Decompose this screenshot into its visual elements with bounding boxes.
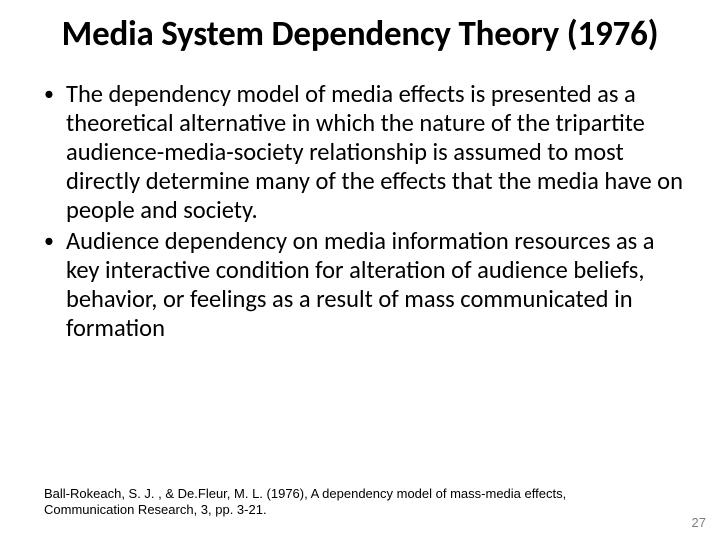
bullet-text: The dependency model of media effects is… (66, 80, 688, 225)
slide-title: Media System Dependency Theory (1976) (32, 14, 688, 54)
bullet-marker-icon: • (44, 227, 66, 343)
bullet-marker-icon: • (44, 80, 66, 225)
citation-text: Ball-Rokeach, S. J. , & De.Fleur, M. L. … (44, 486, 604, 519)
bullet-text: Audience dependency on media information… (66, 227, 688, 343)
slide-body: • The dependency model of media effects … (32, 80, 688, 342)
bullet-item: • Audience dependency on media informati… (44, 227, 688, 343)
slide: Media System Dependency Theory (1976) • … (0, 0, 720, 540)
page-number: 27 (692, 515, 706, 530)
bullet-item: • The dependency model of media effects … (44, 80, 688, 225)
